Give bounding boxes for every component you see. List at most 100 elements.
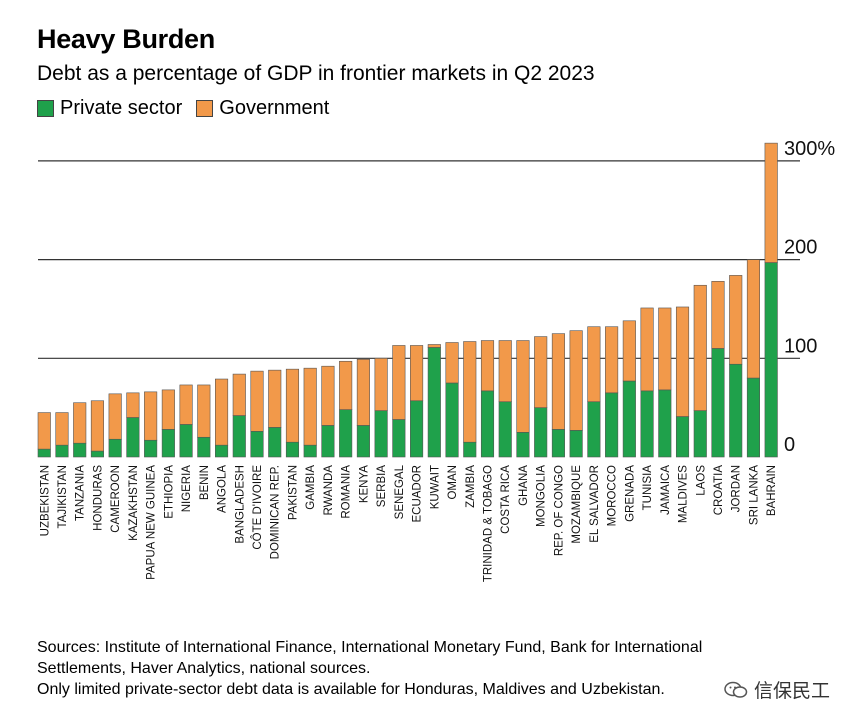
bar-private — [551, 429, 565, 458]
bar-private — [427, 347, 441, 458]
x-tick-label: JAMAICA — [660, 465, 672, 515]
bar-private — [215, 444, 229, 458]
bar-government — [516, 340, 530, 433]
y-tick-label: 100 — [784, 335, 817, 357]
chart-title: Heavy Burden — [37, 24, 215, 54]
bar-private — [374, 410, 388, 458]
chart-subtitle: Debt as a percentage of GDP in frontier … — [37, 62, 595, 85]
bar-private — [622, 380, 636, 458]
y-tick-label: 0 — [784, 434, 795, 456]
x-tick-label: GHANA — [518, 465, 530, 506]
x-tick-label: TAJIKISTAN — [57, 465, 69, 528]
bar-government — [303, 367, 317, 446]
stacked-bar-chart: 0 100 200 300% UZBEKISTAN TAJIKISTAN TANZANIA H… — [37, 138, 835, 582]
x-tick-label: RWANDA — [323, 465, 335, 516]
bar-government — [711, 281, 725, 349]
x-tick-label: SRI LANKA — [748, 465, 760, 525]
bar-private — [73, 442, 87, 458]
bar-private — [480, 390, 495, 458]
legend: Private sector Government — [37, 97, 343, 120]
x-tick-label: TANZANIA — [75, 465, 87, 521]
x-tick-label: MOROCCO — [607, 465, 619, 526]
bar-government — [463, 341, 477, 443]
bar-private — [410, 400, 424, 458]
legend-item-government: Government — [196, 97, 329, 120]
x-tick-label: PAPUA NEW GUINEA — [146, 465, 158, 580]
x-tick-label: UZBEKISTAN — [39, 465, 51, 536]
bar-government — [693, 284, 707, 411]
bar-government — [268, 369, 282, 428]
bar-government — [90, 400, 104, 452]
bar-private — [711, 348, 725, 458]
x-tick-label: MONGOLIA — [536, 465, 548, 527]
bar-government — [480, 340, 495, 392]
bar-private — [232, 415, 246, 458]
x-tick-label: PAKISTAN — [287, 465, 299, 520]
bar-government — [534, 336, 548, 408]
x-tick-label: ECUADOR — [412, 465, 424, 523]
bar-government — [232, 373, 246, 416]
bar-private — [144, 439, 158, 458]
x-tick-label: ETHIOPIA — [163, 465, 175, 519]
bar-government — [215, 378, 229, 446]
x-tick-label: MOZAMBIQUE — [571, 465, 583, 544]
bar-government — [374, 357, 388, 411]
bar-government — [179, 384, 193, 425]
legend-label-private: Private sector — [60, 97, 183, 119]
bar-government — [622, 320, 636, 382]
x-tick-label: LAOS — [695, 465, 707, 496]
bar-private — [605, 392, 619, 458]
x-tick-label: CAMEROON — [110, 465, 122, 533]
x-tick-label: HONDURAS — [92, 465, 104, 531]
wechat-icon — [724, 681, 748, 698]
bar-government — [392, 345, 406, 420]
bar-government — [55, 412, 69, 446]
x-tick-label: OMAN — [447, 465, 459, 500]
bar-government — [285, 368, 300, 443]
bar-government — [356, 358, 370, 426]
x-tick-label: KENYA — [358, 465, 370, 503]
x-tick-label: REP. OF CONGO — [553, 465, 565, 556]
bar-government — [108, 393, 122, 440]
bar-private — [303, 444, 317, 458]
bar-private — [90, 450, 104, 458]
y-tick-label: 200 — [784, 237, 817, 259]
legend-item-private: Private sector — [37, 97, 182, 120]
bar-private — [445, 382, 459, 458]
footer-notes: Sources: Institute of International Fina… — [37, 637, 837, 700]
x-tick-label: JORDAN — [731, 465, 743, 512]
bar-private — [126, 417, 140, 458]
bar-government — [445, 342, 459, 384]
bar-private — [693, 410, 707, 458]
bar-government — [37, 412, 51, 450]
bar-private — [498, 401, 512, 458]
bar-private — [37, 448, 51, 458]
y-tick-label: 300% — [784, 138, 835, 160]
bar-government — [250, 370, 264, 432]
source-line-2: Settlements, Haver Analytics, national s… — [37, 660, 371, 677]
legend-swatch-government — [196, 100, 214, 117]
bar-private — [534, 407, 548, 458]
bar-government — [144, 391, 158, 441]
x-tick-label: TRINIDAD & TOBAGO — [483, 465, 495, 582]
x-tick-label: SERBIA — [376, 465, 388, 508]
x-tick-label: COSTA RICA — [500, 465, 512, 534]
bar-private — [250, 431, 264, 458]
bar-private — [285, 441, 300, 458]
bar-government — [640, 307, 654, 392]
bar-private — [108, 438, 122, 458]
bar-private — [161, 429, 175, 458]
bar-government — [729, 275, 743, 365]
watermark: 信保民工 — [722, 676, 835, 703]
bar-government — [410, 345, 424, 402]
x-tick-label: GRENADA — [624, 465, 636, 522]
bar-government — [764, 142, 778, 263]
bar-government — [658, 307, 672, 391]
x-tick-label: ZAMBIA — [465, 465, 477, 508]
x-tick-label: BENIN — [199, 465, 211, 500]
bar-private — [729, 363, 743, 458]
bar-government — [197, 384, 211, 438]
bar-private — [356, 425, 370, 458]
bar-government — [126, 392, 140, 418]
x-tick-label: BAHRAIN — [766, 465, 778, 516]
